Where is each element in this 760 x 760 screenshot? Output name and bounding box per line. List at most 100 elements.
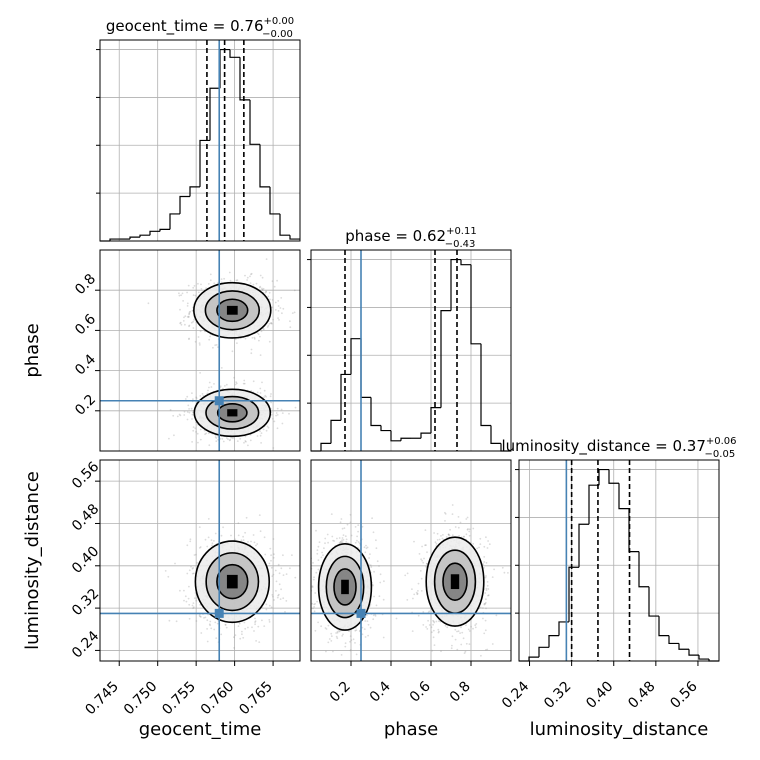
density-geocent_time-luminosity_distance-point [207,518,210,520]
density-phase-luminosity_distance-point [341,541,344,543]
density-phase-luminosity_distance-point [438,630,440,633]
density-phase-luminosity_distance-point [365,544,367,547]
density-geocent_time-luminosity_distance-point [277,593,280,596]
density-geocent_time-phase-point [243,382,246,385]
density-geocent_time-luminosity_distance-point [234,634,237,637]
density-geocent_time-phase-point [250,389,253,392]
density-phase-luminosity_distance-point [312,562,314,564]
density-geocent_time-phase-point [186,302,189,305]
density-geocent_time-luminosity_distance-point [203,617,205,619]
density-geocent_time-luminosity_distance-point [200,616,202,618]
density-geocent_time-luminosity_distance-point [254,620,257,622]
density-geocent_time-phase-point [250,348,253,351]
density-geocent_time-luminosity_distance-point [191,572,194,575]
density-geocent_time-luminosity_distance-point [184,595,187,598]
density-geocent_time-phase-point [192,294,195,296]
density-phase-luminosity_distance-point [426,562,428,565]
density-phase-luminosity_distance-point [354,642,356,644]
density-phase-luminosity_distance-point [314,629,317,632]
density-phase-luminosity_distance-point [457,526,460,529]
density-phase-luminosity_distance-point [335,635,338,638]
density-geocent_time-phase-point [270,322,273,324]
density-geocent_time-phase-point [220,278,223,280]
density-geocent_time-phase-point [180,323,183,326]
density-geocent_time-phase-point [189,310,192,313]
density-geocent_time-phase-point [191,418,193,420]
density-geocent_time-luminosity_distance-point [245,516,248,519]
density-geocent_time-luminosity_distance-point [272,595,274,598]
density-geocent_time-phase-point [190,321,193,324]
density-geocent_time-luminosity_distance-truth-marker [214,608,224,618]
density-geocent_time-phase-point [179,322,182,325]
density-geocent_time-luminosity_distance-point [200,632,203,634]
density-phase-luminosity_distance-content [311,460,511,661]
density-geocent_time-phase-point [223,277,226,280]
density-phase-luminosity_distance-point [348,630,350,632]
density-geocent_time-phase-point [270,401,272,404]
density-geocent_time-luminosity_distance-point [224,623,227,626]
density-phase-luminosity_distance-mode-0-contour-2 [317,542,373,631]
density-geocent_time-luminosity_distance-point [237,534,240,537]
density-phase-luminosity_distance-point [436,539,439,541]
density-phase-luminosity_distance-point [413,540,415,543]
density-phase-luminosity_distance-point [321,551,323,554]
density-phase-luminosity_distance-point [447,533,450,536]
density-phase-luminosity_distance-point [349,649,352,652]
hist-geocent_time-bar-6 [159,228,170,232]
density-phase-luminosity_distance-point [456,630,458,633]
density-phase-luminosity_distance-point [370,566,373,568]
density-geocent_time-luminosity_distance-mode-0-peak [226,574,238,589]
density-phase-luminosity_distance-point [433,621,436,624]
density-phase-luminosity_distance-point [324,542,326,545]
hist-luminosity_distance-frame [518,459,720,662]
density-geocent_time-phase-point [271,299,274,301]
density-geocent_time-luminosity_distance-point [256,543,259,545]
density-phase-luminosity_distance-point [468,528,471,531]
density-phase-luminosity_distance-point [450,647,453,650]
y-axis-label-phase: phase [22,323,43,377]
density-phase-luminosity_distance-point [363,628,366,630]
density-phase-luminosity_distance-point [326,533,329,536]
density-phase-luminosity_distance-point [463,535,465,538]
density-geocent_time-luminosity_distance-point [244,627,247,630]
density-geocent_time-luminosity_distance-point [237,522,240,525]
density-phase-luminosity_distance-point [444,624,447,627]
density-geocent_time-phase-point [199,330,202,333]
density-phase-luminosity_distance-point [372,614,375,617]
density-phase-luminosity_distance-point [336,637,339,640]
density-geocent_time-phase-point [188,312,191,315]
density-geocent_time-phase-point [293,289,296,292]
density-geocent_time-luminosity_distance-point [240,539,243,542]
density-phase-luminosity_distance-point [430,631,433,634]
density-geocent_time-luminosity_distance-point [268,619,271,621]
density-phase-luminosity_distance-truth-marker [356,608,366,618]
title-phase-main: phase = 0.62 [345,227,446,245]
density-phase-luminosity_distance-point [364,551,367,554]
density-geocent_time-phase-mode-1-peak [227,409,238,417]
density-geocent_time-luminosity_distance-point [241,633,243,636]
density-phase-luminosity_distance-point [435,620,438,623]
density-geocent_time-phase-point [173,434,175,437]
density-geocent_time-luminosity_distance-point [225,626,228,629]
density-geocent_time-phase-point [268,340,271,343]
density-geocent_time-phase-point [199,428,202,431]
density-phase-luminosity_distance-point [447,533,450,536]
density-phase-luminosity_distance-point [316,549,319,551]
density-geocent_time-luminosity_distance-point [276,596,279,599]
density-geocent_time-luminosity_distance-point [187,597,190,600]
density-geocent_time-phase-point [215,437,218,439]
density-phase-luminosity_distance-point [350,534,353,537]
density-geocent_time-luminosity_distance-point [206,628,209,630]
density-phase-luminosity_distance-point [341,539,343,542]
density-phase-luminosity_distance-point [432,636,435,639]
density-geocent_time-phase-point [198,342,201,344]
density-phase-luminosity_distance-point [338,630,341,633]
density-geocent_time-phase-point [186,305,189,307]
density-phase-luminosity_distance-point [406,599,409,601]
density-geocent_time-luminosity_distance-point [188,569,191,572]
hist-luminosity_distance-bar-13 [648,586,659,617]
density-phase-luminosity_distance-point [483,561,486,563]
density-phase-luminosity_distance-point [470,625,472,628]
